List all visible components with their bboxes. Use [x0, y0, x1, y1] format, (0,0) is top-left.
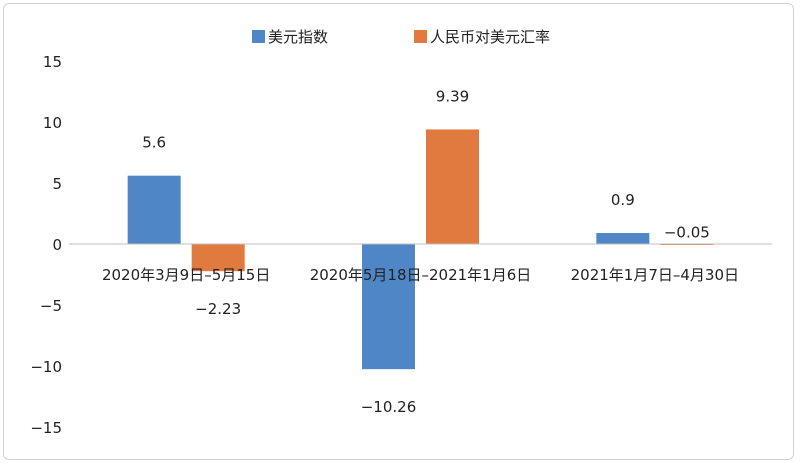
data-labels: 5.6 −2.23 −10.26 9.39 0.9 −0.05	[142, 87, 710, 416]
data-label: 9.39	[436, 87, 469, 105]
x-category-label: 2021年1月7日–4月30日	[571, 266, 739, 284]
y-tick-label: −15	[30, 419, 62, 437]
x-category-label: 2020年3月9日–5月15日	[102, 266, 270, 284]
y-tick-label: 10	[43, 114, 62, 132]
legend: 美元指数 人民币对美元汇率	[252, 28, 550, 46]
y-tick-label: 0	[52, 236, 62, 254]
x-category-label: 2020年5月18日–2021年1月6日	[310, 266, 532, 284]
y-tick-label: −10	[30, 358, 62, 376]
data-label: 0.9	[611, 191, 635, 209]
y-tick-label: −5	[40, 297, 62, 315]
data-label: −2.23	[195, 300, 241, 318]
y-tick-label: 15	[43, 53, 62, 71]
bar-cny-usd-0	[191, 244, 245, 272]
chart-frame: 美元指数 人民币对美元汇率 15 10 5 0 −5 −10 −15 2020年3月9日–5月…	[3, 3, 794, 460]
legend-swatch-1	[414, 30, 427, 43]
bar-cny-usd-1	[426, 129, 479, 244]
data-label: −0.05	[664, 224, 710, 242]
y-axis: 15 10 5 0 −5 −10 −15	[30, 53, 62, 437]
legend-label-0: 美元指数	[268, 28, 328, 46]
x-axis: 2020年3月9日–5月15日 2020年5月18日–2021年1月6日 2021年…	[69, 243, 772, 284]
data-label: 5.6	[142, 134, 166, 152]
bars	[127, 129, 714, 370]
y-tick-label: 5	[52, 175, 62, 193]
bar-chart: 美元指数 人民币对美元汇率 15 10 5 0 −5 −10 −15 2020年3月9日–5月…	[30, 28, 772, 437]
bar-usd-index-0	[127, 175, 181, 244]
legend-label-1: 人民币对美元汇率	[430, 28, 550, 46]
data-label: −10.26	[361, 398, 417, 416]
bar-usd-index-1	[362, 244, 415, 370]
legend-swatch-0	[252, 30, 265, 43]
bar-usd-index-2	[596, 233, 650, 244]
